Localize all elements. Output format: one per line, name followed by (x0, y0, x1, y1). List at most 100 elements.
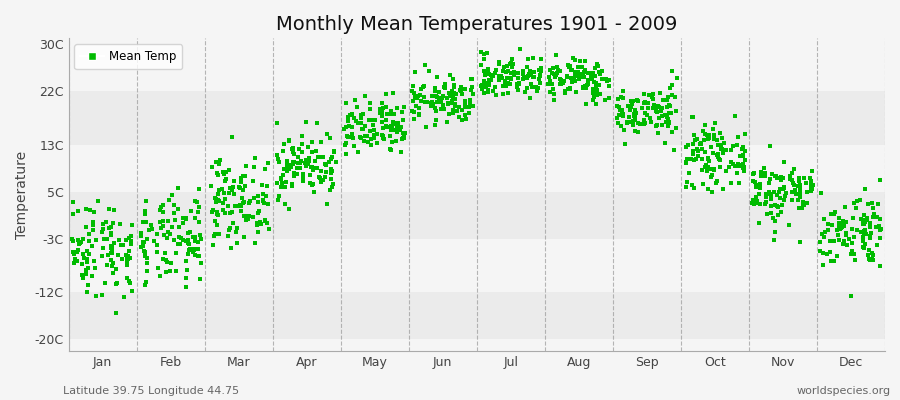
Text: worldspecies.org: worldspecies.org (796, 386, 891, 396)
Point (252, 208, 266, 214)
Point (695, 145, 709, 152)
Point (194, 236, 208, 242)
Point (861, 256, 876, 262)
Point (239, 217, 254, 224)
Point (476, 68, 491, 74)
Point (429, 74, 444, 80)
Point (311, 174, 326, 180)
Point (324, 176, 338, 182)
Point (805, 186, 819, 192)
Point (78, 206, 93, 212)
Point (255, 182, 269, 188)
Point (532, 76, 546, 82)
Point (554, 77, 568, 83)
Point (346, 114, 361, 121)
Point (586, 70, 600, 76)
Point (524, 72, 538, 78)
Point (870, 214, 885, 220)
Point (463, 110, 477, 116)
Point (773, 195, 788, 202)
Point (615, 107, 629, 113)
Bar (68, 44, 885, 92)
Point (345, 131, 359, 137)
Point (224, 245, 238, 251)
Point (863, 235, 878, 241)
Point (724, 180, 738, 186)
Point (641, 105, 655, 111)
Point (390, 129, 404, 136)
Point (156, 218, 170, 224)
Point (285, 160, 300, 167)
Point (208, 195, 222, 201)
Point (844, 240, 859, 246)
Point (615, 108, 629, 114)
Point (138, 253, 152, 259)
Point (767, 237, 781, 244)
Point (389, 137, 403, 144)
Point (350, 104, 365, 110)
Point (183, 229, 197, 235)
Point (436, 84, 451, 90)
Point (725, 142, 740, 149)
Point (634, 105, 649, 111)
Point (770, 211, 785, 218)
Point (168, 216, 183, 223)
Point (768, 201, 782, 208)
Point (104, 244, 119, 251)
Point (168, 250, 183, 256)
Point (79, 258, 94, 265)
Point (445, 88, 459, 95)
Point (824, 237, 839, 244)
Point (482, 82, 497, 88)
Point (590, 62, 605, 69)
Point (350, 119, 365, 126)
Point (236, 187, 250, 194)
Point (295, 175, 310, 181)
Point (764, 171, 778, 177)
Point (486, 88, 500, 94)
Point (187, 252, 202, 259)
Point (637, 117, 652, 124)
Point (479, 82, 493, 88)
Point (602, 95, 616, 101)
Point (425, 98, 439, 105)
Point (280, 158, 294, 164)
Point (581, 77, 596, 83)
Point (464, 76, 479, 82)
Point (510, 70, 525, 76)
Point (516, 76, 530, 82)
Point (430, 98, 445, 105)
Point (354, 114, 368, 121)
Point (274, 184, 288, 190)
Point (446, 98, 460, 105)
Point (228, 190, 242, 197)
Point (181, 251, 195, 257)
Point (613, 106, 627, 113)
Point (864, 230, 878, 236)
Point (397, 135, 411, 141)
Point (832, 215, 846, 222)
Point (651, 130, 665, 136)
Point (777, 159, 791, 165)
Point (119, 236, 133, 243)
Point (233, 179, 248, 186)
Point (731, 163, 745, 169)
Point (749, 200, 763, 206)
Point (287, 159, 302, 166)
Point (437, 82, 452, 89)
Point (179, 267, 194, 274)
Point (446, 76, 460, 82)
Point (382, 146, 397, 152)
Point (322, 187, 337, 193)
Point (326, 180, 340, 187)
Point (234, 174, 248, 181)
Point (74, 239, 88, 245)
Point (513, 46, 527, 52)
Point (627, 108, 642, 114)
Point (446, 110, 460, 116)
Point (338, 126, 352, 132)
Point (139, 279, 153, 285)
Point (233, 184, 248, 191)
Point (713, 164, 727, 170)
Point (582, 70, 597, 76)
